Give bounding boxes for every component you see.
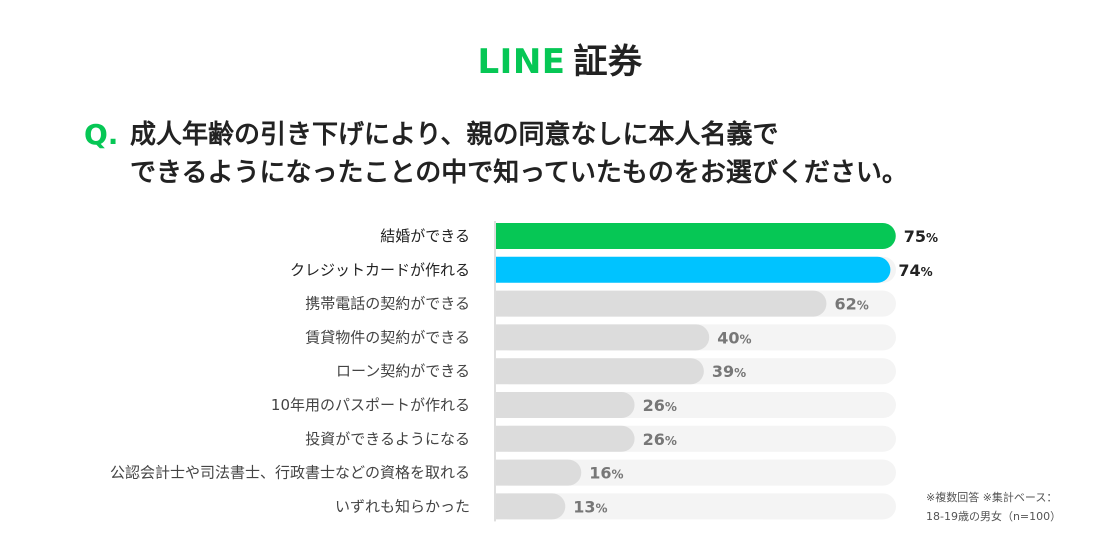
value-label: 39% [712, 362, 746, 381]
category-label: 携帯電話の契約ができる [305, 295, 470, 313]
bar-9 [496, 493, 566, 520]
value-label: 74% [898, 261, 932, 280]
value-label: 26% [643, 396, 677, 415]
value-label: 13% [573, 497, 607, 516]
category-label: 公認会計士や司法書士、行政書士などの資格を取れる [110, 464, 470, 482]
footnote-line-1: ※複数回答 ※集計ベース： [926, 491, 1058, 504]
bar-chart: 結婚ができる 75% クレジットカードが作れる 74% 携帯電話の契約ができる 62% 賃貸… [110, 221, 938, 522]
bar-3 [496, 290, 827, 317]
bar-6 [496, 392, 635, 418]
footnote-line-2: 18-19歳の男女（n=100） [926, 510, 1062, 523]
bar-2 [496, 256, 891, 283]
question-line-1: 成人年齢の引き下げにより、親の同意なしに本人名義で [130, 120, 779, 150]
bar-8 [496, 459, 582, 486]
logo-securities-text: 証券 [573, 42, 643, 82]
footnote: ※複数回答 ※集計ベース： 18-19歳の男女（n=100） [926, 488, 1096, 526]
line-securities-logo: LINE 証券 [0, 34, 1120, 83]
bar-1 [496, 223, 896, 249]
bar-track [496, 459, 896, 486]
question-text: 成人年齢の引き下げにより、親の同意なしに本人名義で できるようになったことの中で… [130, 116, 908, 192]
value-label: 16% [589, 464, 623, 483]
category-label: 結婚ができる [380, 227, 470, 245]
value-label: 75% [904, 227, 938, 246]
bar-7 [496, 425, 635, 452]
logo-line-text: LINE [477, 42, 566, 82]
category-label: クレジットカードが作れる [290, 261, 470, 279]
value-label: 26% [643, 430, 677, 449]
bar-4 [496, 324, 710, 351]
value-label: 62% [834, 295, 868, 314]
category-label: 賃貸物件の契約ができる [305, 328, 470, 346]
value-label: 40% [717, 328, 751, 347]
category-label: いずれも知らかった [335, 497, 470, 515]
question-mark: Q. [84, 118, 119, 151]
bar-track [496, 493, 896, 520]
question-line-2: できるようになったことの中で知っていたものをお選びください。 [130, 158, 908, 188]
bar-5 [496, 358, 704, 385]
category-label: 10年用のパスポートが作れる [271, 396, 470, 414]
category-label: ローン契約ができる [336, 362, 470, 380]
category-label: 投資ができるようになる [305, 430, 470, 448]
